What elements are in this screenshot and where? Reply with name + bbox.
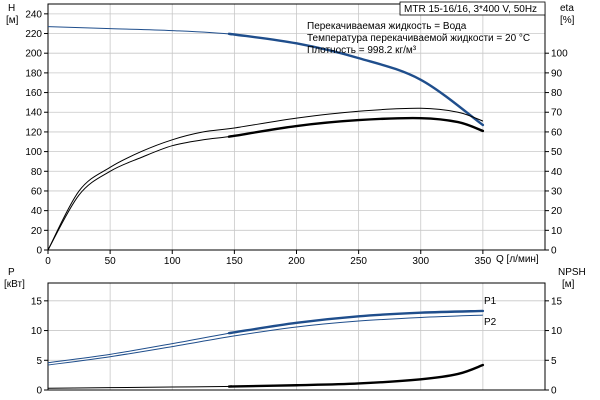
bottom-right-tick-label: 5 [551, 356, 557, 367]
top-series-2-bold-segment [227, 116, 485, 138]
top-right-tick-label: 90 [551, 68, 563, 79]
eta-axis-unit: [%] [560, 15, 575, 26]
legend-p2: P2 [484, 317, 497, 328]
info-fluid: Перекачиваемая жидкость = Вода [307, 21, 467, 32]
top-left-tick-label: 80 [31, 167, 43, 178]
top-right-tick-label: 70 [551, 108, 563, 119]
top-x-tick-label: 250 [350, 256, 367, 267]
top-right-tick-label: 60 [551, 127, 563, 138]
bottom-frame [47, 282, 546, 391]
h-axis-label: H [8, 3, 15, 14]
top-x-tick-label: 0 [45, 256, 51, 267]
h-axis-unit: [м] [6, 15, 19, 26]
p-axis-label: P [8, 267, 15, 278]
top-right-tick-label: 100 [551, 49, 568, 60]
top-x-tick-label: 150 [226, 256, 243, 267]
npsh-axis-unit: [м] [562, 279, 575, 290]
bottom-left-tick-label: 10 [31, 326, 43, 337]
bottom-series-p2-line [47, 314, 483, 366]
npsh-axis-label: NPSH [558, 267, 586, 278]
top-left-tick-label: 120 [25, 127, 42, 138]
bottom-series-group [47, 309, 485, 389]
top-right-tick-label: 0 [551, 246, 557, 257]
top-right-tick-label: 80 [551, 88, 563, 99]
eta-axis-label: eta [560, 3, 574, 14]
bottom-left-tick-label: 0 [36, 386, 42, 397]
top-left-tick-label: 180 [25, 68, 42, 79]
top-left-tick-label: 20 [31, 226, 43, 237]
top-series-group [47, 26, 485, 251]
top-tick-labels: 0 20 40 60 80 100 120 140 160 180 200 220 240 0 10 20 30… [25, 9, 568, 267]
header-box [399, 1, 546, 16]
top-right-tick-label: 50 [551, 147, 563, 158]
top-left-tick-label: 200 [25, 49, 42, 60]
bottom-tick-labels: 0 5 10 15 0 5 10 15 [31, 296, 563, 396]
header-text: MTR 15-16/16, 3*400 V, 50Hz [404, 4, 537, 15]
top-left-tick-label: 0 [36, 246, 42, 257]
top-series-1-line [47, 107, 484, 251]
top-x-tick-label: 50 [105, 256, 117, 267]
info-density: Плотность = 998.2 кг/м³ [307, 45, 417, 56]
top-right-tick-label: 30 [551, 186, 563, 197]
top-right-tick-label: 20 [551, 206, 563, 217]
bottom-right-tick-label: 15 [551, 296, 563, 307]
top-left-tick-label: 160 [25, 88, 42, 99]
top-x-tick-label: 300 [412, 256, 429, 267]
top-series-0-bold-segment [227, 32, 485, 127]
top-x-tick-label: 200 [288, 256, 305, 267]
top-left-tick-label: 60 [31, 186, 43, 197]
bottom-left-tick-label: 5 [36, 356, 42, 367]
info-temperature: Температура перекачиваемой жидкости = 20… [307, 33, 530, 44]
bottom-right-tick-label: 0 [551, 386, 557, 397]
bottom-right-tick-label: 10 [551, 326, 563, 337]
top-right-tick-label: 10 [551, 226, 563, 237]
top-left-tick-label: 140 [25, 108, 42, 119]
top-x-tick-label: 350 [475, 256, 492, 267]
bottom-left-tick-label: 15 [31, 296, 43, 307]
bottom-series-2-bold-segment [227, 363, 485, 388]
top-left-tick-label: 240 [25, 9, 42, 20]
bottom-series-p1-bold-segment [227, 309, 485, 335]
top-right-tick-label: 40 [551, 167, 563, 178]
top-left-tick-label: 40 [31, 206, 43, 217]
top-x-tick-label: 100 [164, 256, 181, 267]
p-axis-unit: [кВт] [4, 279, 25, 290]
top-left-tick-label: 220 [25, 29, 42, 40]
bottom-grid [47, 282, 546, 391]
legend-p1: P1 [484, 296, 497, 307]
q-axis-label: Q [л/мин] [496, 254, 539, 265]
top-left-tick-label: 100 [25, 147, 42, 158]
